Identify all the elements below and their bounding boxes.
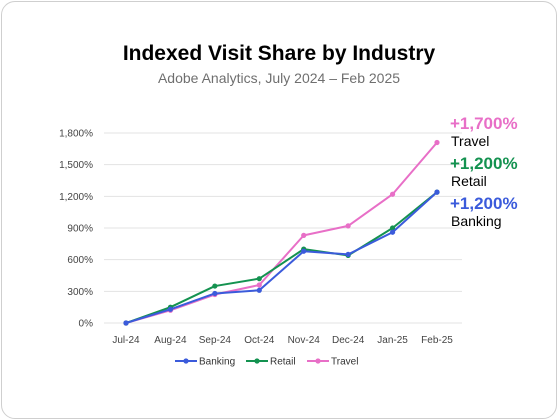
annotation-name-banking: Banking [451,213,502,229]
chart-subtitle: Adobe Analytics, July 2024 – Feb 2025 [157,70,401,86]
legend-label-retail: Retail [270,357,296,368]
y-tick-label: 600% [67,255,93,266]
data-point-travel [434,139,440,146]
y-tick-label: 1,800% [59,129,93,140]
legend-marker-banking [183,358,189,364]
y-tick-label: 1,500% [59,160,93,171]
legend-marker-retail [254,358,260,364]
x-tick-label: Dec-24 [332,335,365,346]
series-line-retail [125,191,438,324]
x-tick-label: Jan-25 [377,335,408,346]
x-tick-label: Nov-24 [288,335,321,346]
annotation-value-travel: +1,700% [450,114,518,133]
data-point-travel [256,282,262,288]
data-point-retail [256,276,262,282]
legend-label-banking: Banking [199,357,235,368]
y-tick-label: 900% [67,224,93,235]
x-tick-label: Jul-24 [112,335,140,346]
legend-label-travel: Travel [331,357,358,368]
data-point-banking [123,320,129,326]
data-point-banking [256,287,262,293]
annotation-value-banking: +1,200% [450,194,518,213]
series-line-banking [125,191,438,324]
y-tick-label: 1,200% [59,192,93,203]
data-point-banking [167,306,174,312]
data-point-banking [212,290,218,297]
legend-marker-travel [315,358,321,364]
data-point-travel [301,232,307,238]
x-tick-label: Sep-24 [199,335,232,346]
y-tick-label: 300% [67,287,93,298]
x-tick-label: Aug-24 [154,335,187,346]
data-point-banking [389,229,396,235]
annotation-name-retail: Retail [451,173,487,189]
x-tick-label: Oct-24 [244,335,274,346]
y-tick-label: 0% [79,319,94,330]
data-point-banking [434,189,440,195]
data-point-banking [345,251,351,257]
annotation-name-travel: Travel [451,133,489,149]
annotation-value-retail: +1,200% [450,154,518,173]
data-point-retail [212,283,218,289]
data-point-retail [389,225,396,231]
data-point-travel [389,191,396,197]
data-point-travel [345,223,351,229]
x-tick-label: Feb-25 [421,335,453,346]
chart-title: Indexed Visit Share by Industry [122,42,436,65]
data-point-banking [301,248,307,254]
